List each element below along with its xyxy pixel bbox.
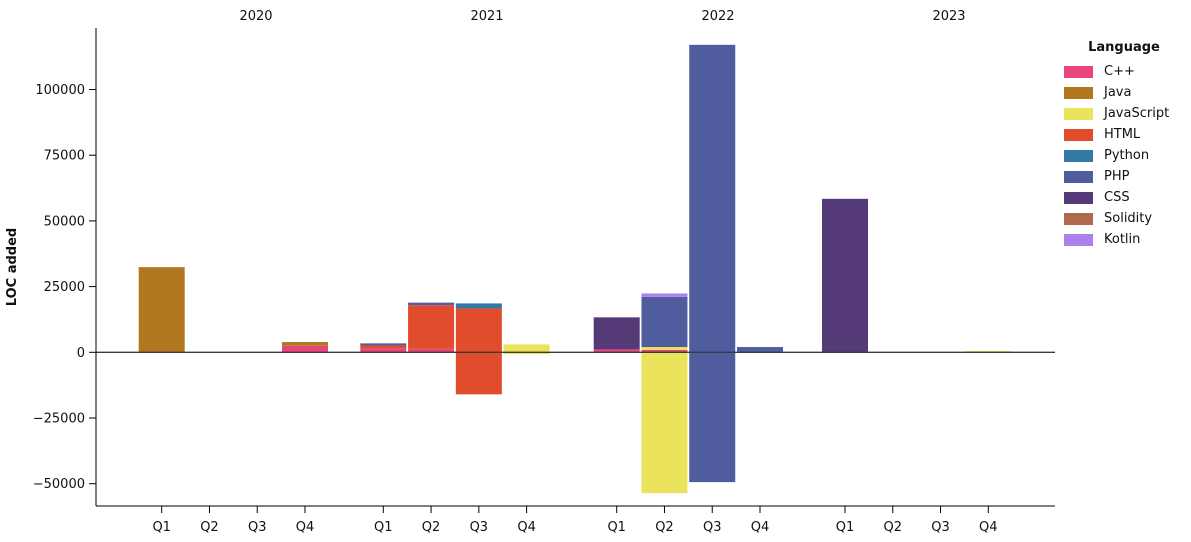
bar-segment-C++	[282, 345, 329, 353]
x-tick-label: Q2	[884, 520, 903, 535]
bar-segment-Kotlin	[641, 293, 688, 297]
x-tick-label: Q3	[931, 520, 950, 535]
bar-segment-PHP	[689, 352, 736, 483]
legend-item-Kotlin: Kotlin	[1064, 229, 1184, 250]
year-label: 2023	[932, 9, 965, 24]
legend-item-C++: C++	[1064, 61, 1184, 82]
legend-item-label: Python	[1104, 148, 1150, 163]
legend-item-HTML: HTML	[1064, 124, 1184, 145]
bar-segment-HTML	[455, 308, 502, 353]
bar-segment-PHP	[737, 347, 784, 353]
x-tick-label: Q4	[296, 520, 315, 535]
bar-segment-C++	[360, 348, 407, 353]
bar-segment-PHP	[641, 296, 688, 348]
legend-item-label: Kotlin	[1104, 232, 1141, 247]
y-tick-label: 50000	[44, 214, 85, 229]
y-axis-title: LOC added	[5, 228, 20, 306]
legend-item-JavaScript: JavaScript	[1064, 103, 1184, 124]
x-tick-label: Q1	[607, 520, 626, 535]
bar-segment-JavaScript	[503, 344, 550, 353]
year-label: 2021	[470, 9, 503, 24]
y-tick-label: −25000	[33, 412, 85, 427]
x-tick-label: Q1	[836, 520, 855, 535]
bar-segment-PHP	[360, 343, 407, 346]
year-label: 2020	[239, 9, 272, 24]
bar-segment-CSS	[822, 198, 868, 353]
bar-segment-C++	[641, 349, 688, 353]
legend-title: Language	[1088, 40, 1160, 55]
bar-segment-JavaScript	[641, 352, 688, 494]
legend-item-PHP: PHP	[1064, 166, 1184, 187]
x-tick-label: Q4	[979, 520, 998, 535]
x-tick-label: Q1	[152, 520, 171, 535]
bar-segment-Python	[455, 303, 502, 309]
legend-item-label: CSS	[1104, 190, 1130, 205]
legend-item-label: Java	[1104, 85, 1132, 100]
bar-segment-JavaScript	[641, 347, 688, 350]
legend-swatch-icon	[1064, 233, 1093, 246]
x-tick-label: Q3	[248, 520, 267, 535]
bar-segment-CSS	[593, 317, 640, 350]
bar-segment-HTML	[455, 352, 502, 395]
bar-segment-PHP	[689, 44, 736, 353]
x-tick-label: Q2	[200, 520, 219, 535]
legend-item-Python: Python	[1064, 145, 1184, 166]
legend-swatch-icon	[1064, 191, 1093, 204]
y-tick-label: 25000	[44, 280, 85, 295]
legend-item-label: PHP	[1104, 169, 1130, 184]
legend-swatch-icon	[1064, 86, 1093, 99]
bar-segment-Java	[282, 342, 329, 346]
legend-item-label: HTML	[1104, 127, 1141, 142]
legend-items: C++ Java JavaScript HTML Python PHP CSS Solidit…	[1064, 61, 1184, 250]
legend: Language C++ Java JavaScript HTML Python PHP C…	[1064, 40, 1184, 250]
legend-item-CSS: CSS	[1064, 187, 1184, 208]
y-tick-label: 75000	[44, 149, 85, 164]
y-tick-label: 100000	[35, 83, 85, 98]
legend-item-Java: Java	[1064, 82, 1184, 103]
legend-item-label: Solidity	[1104, 211, 1153, 226]
legend-swatch-icon	[1064, 212, 1093, 225]
legend-swatch-icon	[1064, 65, 1093, 78]
legend-swatch-icon	[1064, 107, 1093, 120]
bar-segment-PHP	[408, 302, 455, 306]
bar-segment-C++	[593, 349, 640, 353]
bar-segment-HTML	[360, 345, 407, 349]
x-tick-label: Q1	[374, 520, 393, 535]
year-label: 2022	[701, 9, 734, 24]
x-tick-label: Q4	[751, 520, 770, 535]
legend-item-Solidity: Solidity	[1064, 208, 1184, 229]
x-tick-label: Q3	[470, 520, 489, 535]
x-tick-label: Q4	[517, 520, 536, 535]
legend-item-label: C++	[1104, 64, 1135, 79]
bar-segment-Java	[138, 267, 185, 353]
legend-swatch-icon	[1064, 128, 1093, 141]
bar-segment-HTML	[408, 305, 455, 349]
bar-segment-JavaScript	[503, 352, 550, 355]
legend-swatch-icon	[1064, 149, 1093, 162]
y-tick-label: −50000	[33, 477, 85, 492]
x-tick-label: Q3	[703, 520, 722, 535]
x-tick-label: Q2	[655, 520, 674, 535]
bar-segment-C++	[408, 348, 455, 353]
x-tick-label: Q2	[422, 520, 441, 535]
y-tick-label: 0	[77, 346, 85, 361]
legend-swatch-icon	[1064, 170, 1093, 183]
legend-item-label: JavaScript	[1104, 106, 1170, 121]
